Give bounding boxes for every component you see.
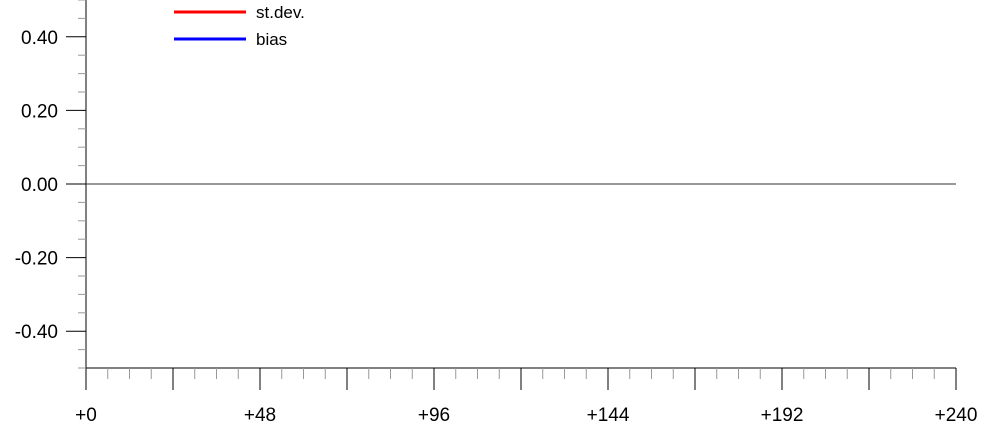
x-tick-label: +144 (587, 405, 630, 423)
y-tick-label: 0.40 (21, 28, 58, 49)
x-tick-label: +48 (244, 405, 276, 423)
y-tick-label: -0.20 (15, 249, 58, 270)
y-tick-label: 0.00 (21, 175, 58, 196)
x-tick-label: +240 (935, 405, 978, 423)
y-tick-label: 0.20 (21, 101, 58, 122)
x-tick-label: +192 (761, 405, 804, 423)
y-tick-label: -0.40 (15, 322, 58, 343)
x-tick-label: +96 (418, 405, 450, 423)
legend-label-stdev: st.dev. (256, 3, 305, 22)
legend: st.dev. bias (174, 3, 305, 49)
x-tick-label: +0 (75, 405, 97, 423)
axes: +0 +48 +96 +144 +192 +240 0.40 0.20 0.00 -0.20 -0.… (15, 0, 978, 423)
legend-label-bias: bias (256, 30, 287, 49)
